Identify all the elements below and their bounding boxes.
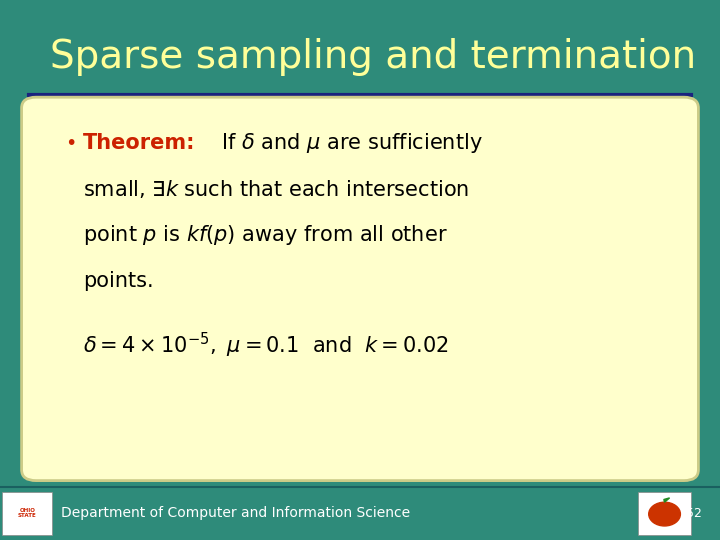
Text: OHIO
STATE: OHIO STATE (18, 508, 37, 518)
FancyBboxPatch shape (2, 492, 52, 535)
Text: Theorem:: Theorem: (83, 133, 195, 153)
Circle shape (649, 502, 680, 526)
Text: If $\delta$ and $\mu$ are sufficiently: If $\delta$ and $\mu$ are sufficiently (221, 131, 483, 155)
Text: small, $\exists k$ such that each intersection: small, $\exists k$ such that each inters… (83, 178, 469, 200)
Text: Department of Computer and Information Science: Department of Computer and Information S… (61, 506, 410, 520)
Text: $\delta = 4 \times 10^{-5},\ \mu = 0.1$  and  $k = 0.02$: $\delta = 4 \times 10^{-5},\ \mu = 0.1$ … (83, 331, 449, 360)
FancyBboxPatch shape (22, 97, 698, 481)
Text: point $p$ is $kf(p)$ away from all other: point $p$ is $kf(p)$ away from all other (83, 223, 447, 247)
Text: 92/52: 92/52 (666, 507, 702, 519)
FancyBboxPatch shape (638, 492, 691, 535)
Text: points.: points. (83, 271, 153, 291)
Text: •: • (65, 133, 76, 153)
Text: Sparse sampling and termination: Sparse sampling and termination (50, 38, 696, 76)
Polygon shape (664, 498, 670, 502)
